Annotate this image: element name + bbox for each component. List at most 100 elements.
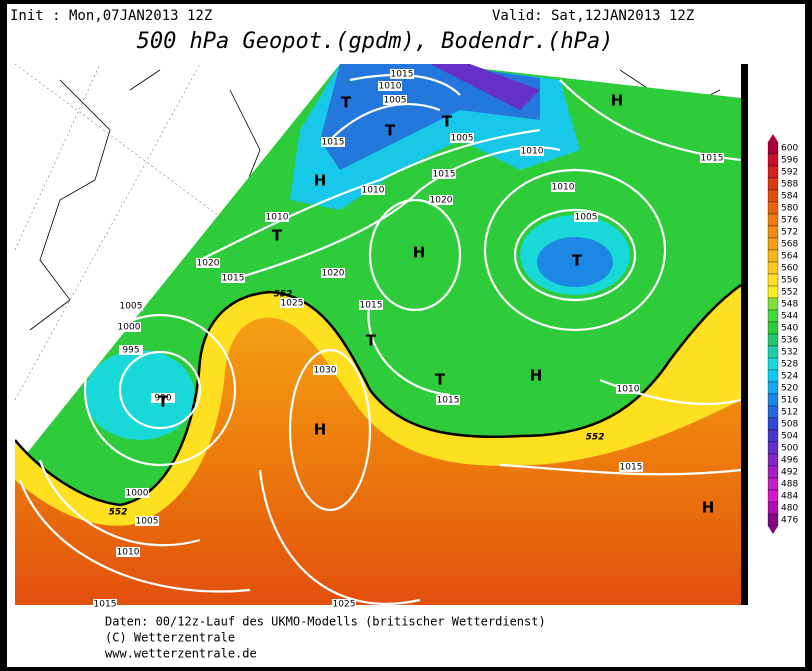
pressure-system: T [435, 371, 446, 389]
isobar-label-bg [280, 298, 304, 308]
colorbar-label: 476 [781, 516, 798, 526]
isobar-label-bg [520, 146, 544, 156]
colorbar-label: 568 [781, 240, 798, 250]
colorbar-cell [767, 429, 779, 443]
colorbar-cell [767, 297, 779, 311]
isobar-label: 1005 [575, 213, 598, 223]
pressure-system: T [341, 94, 352, 112]
colorbar-label: 532 [781, 348, 798, 358]
isobar-label-bg [332, 599, 356, 609]
pressure-system: H [314, 421, 327, 439]
colorbar-label: 560 [781, 264, 798, 274]
isobar-label: 1015 [437, 396, 460, 406]
pressure-system: T [272, 227, 283, 245]
map-area [15, 64, 741, 605]
isobar-label: 995 [122, 346, 139, 356]
colorbar-label: 596 [781, 156, 798, 166]
colorbar-label: 516 [781, 396, 798, 406]
colorbar-cell [767, 489, 779, 503]
colorbar-cell [767, 441, 779, 455]
pressure-system: H [530, 367, 543, 385]
pressure-system: T [572, 252, 583, 270]
isobar-label-bg [359, 300, 383, 310]
colorbar-label: 512 [781, 408, 798, 418]
isobar-label-bg [119, 345, 143, 355]
footer-source: Daten: 00/12z-Lauf des UKMO-Modells (bri… [105, 615, 546, 629]
isobar-label-bg [574, 212, 598, 222]
colorbar-label: 576 [781, 216, 798, 226]
colorbar-label: 528 [781, 360, 798, 370]
isobar-label-bg [135, 516, 159, 526]
field-blue-east [537, 237, 613, 287]
colorbar-label: 548 [781, 300, 798, 310]
colorbar-cell [767, 465, 779, 479]
isobar-label: 1010 [266, 213, 289, 223]
colorbar-cell [767, 141, 779, 155]
pressure-system: T [385, 122, 396, 140]
isobar-label: 1015 [391, 70, 414, 80]
isobar-label: 1010 [362, 186, 385, 196]
isobar-label-bg [619, 462, 643, 472]
colorbar-label: 588 [781, 180, 798, 190]
colorbar-label: 580 [781, 204, 798, 214]
isobar-label: 1015 [701, 154, 724, 164]
isobar-label: 1015 [322, 138, 345, 148]
pressure-system: H [702, 499, 715, 517]
colorbar-cap-bottom [768, 526, 778, 534]
colorbar-cell [767, 189, 779, 203]
isobar-label: 990 [154, 394, 171, 404]
map-labels: 1015 1010 1005 1015 1005 1010 1010 1005 1010 1015… [93, 69, 724, 610]
colorbar-cell [767, 273, 779, 287]
contour-label: 552 [109, 508, 128, 518]
colorbar-label: 600 [781, 144, 798, 154]
colorbar-label: 552 [781, 288, 798, 298]
isobar-label-bg [117, 322, 141, 332]
colorbar-label: 544 [781, 312, 798, 322]
isobar-label-bg [429, 195, 453, 205]
colorbar-cell [767, 357, 779, 371]
field-orange [15, 317, 741, 605]
isobar-label-bg [361, 185, 385, 195]
colorbar-label: 484 [781, 492, 798, 502]
isobar-label-bg [265, 212, 289, 222]
isobar-label: 1020 [322, 269, 345, 279]
isobar-label: 1030 [314, 366, 337, 376]
header-band [7, 4, 805, 64]
colorbar-cell [767, 153, 779, 167]
isobar-label-bg [116, 547, 140, 557]
colorbar-cell [767, 453, 779, 467]
colorbar-cell [767, 345, 779, 359]
isobar-label: 1000 [126, 489, 149, 499]
isobar-label: 1020 [197, 259, 220, 269]
isobar-label: 1010 [521, 147, 544, 157]
isobar-label-bg [432, 169, 456, 179]
colorbar-label: 540 [781, 324, 798, 334]
colorbar: 600 596 592 588 584 580 576 572 568 564 560 556 552 5… [767, 134, 798, 534]
colorbar-label: 504 [781, 432, 798, 442]
colorbar-cell [767, 225, 779, 239]
isobar-label: 1005 [120, 302, 143, 312]
graticule [15, 64, 741, 605]
isobar-label: 1015 [222, 274, 245, 284]
contour-label: 552 [274, 290, 293, 300]
isobar-label-bg [321, 137, 345, 147]
colorbar-cell [767, 213, 779, 227]
colorbar-label: 564 [781, 252, 798, 262]
isobar-label-bg [378, 81, 402, 91]
isobar-label-bg [151, 393, 175, 403]
colorbar-label: 508 [781, 420, 798, 430]
colorbar-label: 480 [781, 504, 798, 514]
isobar-label-bg [383, 95, 407, 105]
isobar-label: 1005 [384, 96, 407, 106]
colorbar-label: 492 [781, 468, 798, 478]
colorbar-cell [767, 381, 779, 395]
colorbar-label: 584 [781, 192, 798, 202]
colorbar-cell [767, 321, 779, 335]
pressure-system: H [413, 244, 426, 262]
isobar-label: 1010 [117, 548, 140, 558]
colorbar-cap-top [768, 134, 778, 142]
colorbar-cell [767, 369, 779, 383]
isobar-label-bg [125, 488, 149, 498]
